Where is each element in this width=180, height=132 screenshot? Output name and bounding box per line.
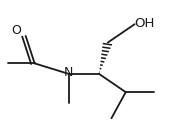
Text: O: O <box>11 24 21 37</box>
Text: OH: OH <box>134 17 155 30</box>
Text: N: N <box>64 66 73 79</box>
